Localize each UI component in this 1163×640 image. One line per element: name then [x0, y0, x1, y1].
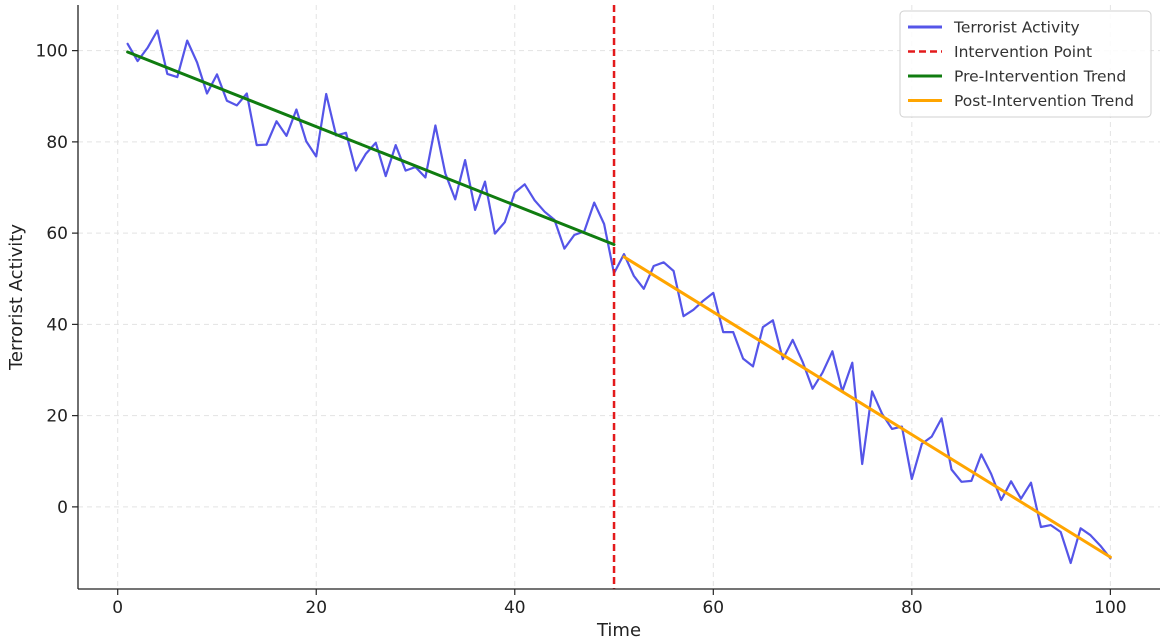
plot-area	[126, 5, 1112, 589]
y-tick-label: 80	[46, 133, 68, 153]
y-tick-label: 20	[46, 407, 68, 427]
post-intervention-trend-line	[622, 255, 1112, 559]
axes	[77, 5, 1160, 590]
ticks: 0 20 40 60 80 100 0 20 40 60 80 100	[36, 42, 1127, 618]
pre-intervention-trend-line	[126, 50, 616, 246]
legend-label-intervention-point: Intervention Point	[954, 43, 1092, 61]
x-tick-label: 100	[1094, 598, 1126, 618]
y-axis-label: Terrorist Activity	[6, 224, 27, 371]
x-tick-label: 40	[504, 598, 526, 618]
legend-box	[899, 10, 1152, 118]
y-tick-label: 0	[57, 498, 68, 518]
x-axis-label: Time	[596, 620, 641, 640]
x-tick-label: 20	[305, 598, 327, 618]
y-tick-label: 60	[46, 224, 68, 244]
x-tick-label: 60	[702, 598, 724, 618]
legend-label-terrorist-activity: Terrorist Activity	[953, 19, 1080, 37]
legend-label-pre-intervention-trend: Pre-Intervention Trend	[954, 68, 1126, 86]
y-tick-label: 100	[36, 42, 68, 62]
x-tick-label: 0	[112, 598, 123, 618]
terrorist-activity-line	[126, 29, 1112, 565]
x-tick-label: 80	[901, 598, 923, 618]
legend: Terrorist Activity Intervention Point Pre-…	[899, 10, 1152, 118]
y-tick-label: 40	[46, 315, 68, 335]
legend-label-post-intervention-trend: Post-Intervention Trend	[954, 92, 1134, 110]
